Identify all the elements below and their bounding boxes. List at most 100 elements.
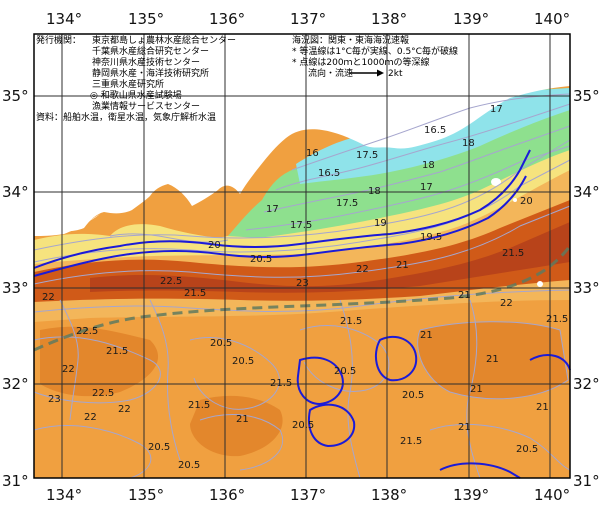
isotherm-label: 21.5 — [502, 248, 524, 259]
lat-label: 31° — [573, 472, 600, 490]
isotherm-label: 21 — [458, 422, 471, 433]
lat-label: 34° — [573, 183, 600, 201]
isotherm-label: 22 — [500, 298, 513, 309]
isotherms — [33, 93, 571, 479]
isotherm-label: 23 — [48, 394, 61, 405]
isotherm-label: 22 — [84, 412, 97, 423]
isotherm-label: 17 — [266, 204, 279, 215]
longitude-labels-bottom: 134° 135° 136° 137° 138° 139° 140° — [46, 486, 570, 504]
sea-yellow-zone — [34, 140, 570, 264]
isotherm-label: 17.5 — [336, 198, 358, 209]
sea-hot-core — [90, 222, 570, 293]
land-shikoku-tip — [34, 214, 100, 236]
map-frame — [33, 33, 571, 479]
lon-label: 135° — [128, 10, 164, 28]
isotherm-label: 21.5 — [184, 288, 206, 299]
agency-label: 東京都島しょ農林水産総合センター — [92, 34, 236, 46]
isotherm-label: 16.5 — [424, 125, 446, 136]
flow-legend: 流向・流速 2kt — [308, 67, 403, 79]
island — [491, 178, 501, 186]
island — [537, 281, 543, 287]
isotherm-label: 20.5 — [210, 338, 232, 349]
isotherm-label: 17 — [490, 104, 503, 115]
lon-label: 136° — [209, 486, 245, 504]
isotherm-label: 18 — [422, 160, 435, 171]
lon-label: 136° — [209, 10, 245, 28]
isotherm-label: 17.5 — [356, 150, 378, 161]
isotherm-label: 22.5 — [92, 388, 114, 399]
isotherm-label: 20.5 — [232, 356, 254, 367]
isotherm-labels: 16.5 17 17.5 18 16 16.5 17.5 18 17 17.5 … — [42, 104, 568, 471]
lat-label: 35° — [573, 87, 600, 105]
lon-label: 135° — [128, 486, 164, 504]
isotherm-label: 21 — [458, 290, 471, 301]
sea-patch-warm — [417, 321, 568, 399]
agency-label: 三重県水産研究所 — [92, 78, 164, 90]
land-honshu — [34, 34, 570, 232]
lon-label: 139° — [453, 10, 489, 28]
lon-label: 138° — [371, 10, 407, 28]
latitude-labels-left: 35° 34° 33° 32° 31° — [2, 87, 29, 490]
isotherm-label: 21.5 — [106, 346, 128, 357]
isotherm-label: 22 — [118, 404, 131, 415]
data-source: 資料：船舶水温，衛星水温，気象庁解析水温 — [36, 111, 216, 123]
latitude-labels-right: 35° 34° 33° 32° 31° — [573, 87, 600, 490]
lon-label: 137° — [290, 486, 326, 504]
publisher-block: 発行機関： 東京都島しょ農林水産総合センター 千葉県水産総合研究センター 神奈川… — [36, 34, 236, 123]
lon-label: 138° — [371, 486, 407, 504]
isotherm-label: 20.5 — [178, 460, 200, 471]
isotherm-label: 17.5 — [290, 220, 312, 231]
lat-label: 35° — [2, 87, 29, 105]
info-block: 海況図：関東・東海海況速報 * 等温線は1°C毎が実線、0.5°C毎が破線 * … — [292, 34, 458, 68]
flow-scale: 2kt — [388, 69, 403, 79]
sea-patch-warm — [40, 326, 159, 397]
isotherm-label: 21 — [486, 354, 499, 365]
lat-label: 32° — [2, 375, 29, 393]
lon-label: 134° — [46, 486, 82, 504]
isotherm-label: 20.5 — [516, 444, 538, 455]
lat-label: 31° — [2, 472, 29, 490]
island — [513, 198, 517, 202]
agency-label: ◎ 和歌山県水産試験場 — [90, 89, 182, 101]
isotherm-label: 20.5 — [402, 390, 424, 401]
lon-label: 134° — [46, 10, 82, 28]
note-depth: * 点線は200ｍと1000ｍの等深線 — [292, 56, 429, 68]
isotherm-label: 20.5 — [292, 420, 314, 431]
sea-patch-warm — [190, 395, 283, 457]
isotherm-label: 21.5 — [270, 378, 292, 389]
lon-label: 140° — [534, 10, 570, 28]
sea-area-title: 海況図：関東・東海海況速報 — [292, 34, 409, 46]
isotherm-label: 21.5 — [546, 314, 568, 325]
publisher-heading: 発行機関： — [36, 34, 81, 46]
depth-contours — [33, 149, 571, 479]
lon-label: 139° — [453, 486, 489, 504]
isotherm-label: 21 — [420, 330, 433, 341]
isotherm-label: 17 — [420, 182, 433, 193]
kuroshio-axis — [33, 245, 572, 352]
isotherm-label: 20.5 — [334, 366, 356, 377]
isotherm-label: 19.5 — [420, 232, 442, 243]
lon-label: 137° — [290, 10, 326, 28]
isotherm-label: 22 — [42, 292, 55, 303]
lat-label: 33° — [2, 279, 29, 297]
note-isotherm: * 等温線は1°C毎が実線、0.5°C毎が破線 — [292, 45, 458, 57]
isotherm-label: 21 — [470, 384, 483, 395]
isotherm-label: 18 — [462, 138, 475, 149]
isotherm-label: 20.5 — [250, 254, 272, 265]
isotherm-label: 22.5 — [160, 276, 182, 287]
isotherm-label: 22.5 — [76, 326, 98, 337]
isotherm-label: 20 — [208, 240, 221, 251]
isotherm-label: 22 — [356, 264, 369, 275]
isotherm-label: 20 — [520, 196, 533, 207]
lon-label: 140° — [534, 486, 570, 504]
isotherm-label: 21.5 — [400, 436, 422, 447]
lat-label: 34° — [2, 183, 29, 201]
longitude-labels-top: 134° 135° 136° 137° 138° 139° 140° — [46, 10, 570, 28]
agency-label: 千葉県水産総合研究センター — [92, 45, 209, 57]
isotherm-label: 21.5 — [340, 316, 362, 327]
agency-label: 静岡県水産・海洋技術研究所 — [92, 67, 209, 79]
isotherm-label: 20.5 — [148, 442, 170, 453]
isotherm-label: 23 — [296, 278, 309, 289]
lat-label: 32° — [573, 375, 600, 393]
